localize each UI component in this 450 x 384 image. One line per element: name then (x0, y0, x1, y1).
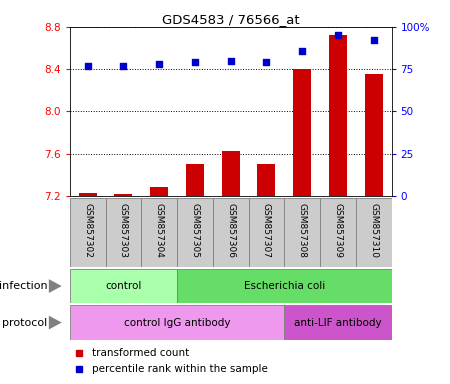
Bar (257, 164, 275, 196)
Text: percentile rank within the sample: percentile rank within the sample (92, 364, 268, 374)
Text: GSM857303: GSM857303 (119, 203, 128, 258)
Bar (141, 198, 177, 267)
Text: infection: infection (0, 281, 47, 291)
Bar (150, 187, 168, 196)
Bar (213, 198, 248, 267)
Bar (70, 269, 177, 303)
Bar (222, 151, 239, 196)
Text: GSM857304: GSM857304 (155, 203, 164, 258)
Point (84, 63, 91, 69)
Text: control IgG antibody: control IgG antibody (124, 318, 230, 328)
Text: GSM857305: GSM857305 (190, 203, 199, 258)
Text: GSM857307: GSM857307 (262, 203, 271, 258)
Point (227, 58, 234, 64)
Point (298, 48, 306, 54)
Bar (105, 198, 141, 267)
Bar (364, 74, 382, 196)
Bar (356, 198, 392, 267)
Point (120, 63, 127, 69)
Bar (114, 194, 132, 196)
Point (263, 59, 270, 65)
Point (370, 37, 377, 43)
Point (156, 61, 163, 67)
Text: protocol: protocol (2, 318, 47, 328)
Bar (284, 305, 392, 340)
Text: control: control (105, 281, 142, 291)
Bar (177, 198, 213, 267)
Bar (284, 198, 320, 267)
Text: anti-LIF antibody: anti-LIF antibody (294, 318, 382, 328)
Bar (248, 198, 284, 267)
Text: GSM857306: GSM857306 (226, 203, 235, 258)
Text: transformed count: transformed count (92, 348, 189, 358)
Bar (320, 198, 356, 267)
Text: GSM857309: GSM857309 (333, 203, 342, 258)
Bar (177, 269, 392, 303)
Text: GSM857308: GSM857308 (297, 203, 306, 258)
Bar (79, 193, 97, 196)
Bar (70, 198, 105, 267)
Bar (293, 69, 311, 196)
Title: GDS4583 / 76566_at: GDS4583 / 76566_at (162, 13, 299, 26)
Text: GSM857310: GSM857310 (369, 203, 378, 258)
Text: Escherichia coli: Escherichia coli (243, 281, 325, 291)
Bar (186, 164, 204, 196)
Bar (329, 35, 347, 196)
Polygon shape (49, 316, 62, 329)
Bar (70, 305, 284, 340)
Point (191, 59, 198, 65)
Point (334, 32, 342, 38)
Text: GSM857302: GSM857302 (83, 203, 92, 258)
Polygon shape (49, 279, 62, 293)
